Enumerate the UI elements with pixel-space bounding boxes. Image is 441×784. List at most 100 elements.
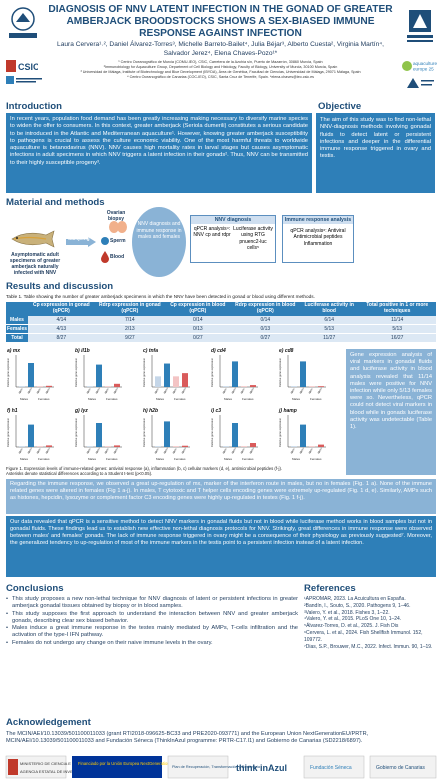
x-tick-label: NNV- — [239, 447, 246, 454]
table-cell: 0/13 — [165, 324, 231, 335]
x-tick-label: NNV- — [103, 387, 110, 394]
table-cell: 4/14 — [28, 315, 95, 325]
group-label: Males — [88, 457, 97, 461]
nnv-diagnosis-circle: NNV diagnosis and immune response in mal… — [132, 207, 186, 277]
references-heading: References — [304, 583, 356, 594]
funder-label: Financiado por la Unión Europea NextGene… — [78, 761, 176, 766]
funder-label: AGENCIA ESTATAL DE INVESTIGACIÓN — [20, 769, 95, 774]
list-item: Females do not undergo any change on the… — [6, 640, 298, 647]
poster-title: DIAGNOSIS OF NNV LATENT INFECTION IN THE… — [48, 4, 393, 39]
group-label: Males — [88, 397, 97, 401]
list-item: Males induce a great immune response in … — [6, 625, 298, 639]
svg-text:aquaculture: aquaculture — [413, 61, 437, 66]
x-tick-label: NNV+ — [230, 446, 237, 454]
chart-bar — [318, 386, 324, 387]
x-tick-label: NNV+ — [248, 386, 255, 394]
y-axis-label: Relative gene expression — [210, 417, 214, 447]
chart-bar — [114, 383, 120, 387]
chart-bar — [182, 373, 188, 387]
nnv-diagnosis-heading: NNV diagnosis — [191, 216, 275, 225]
x-tick-label: NNV+ — [248, 446, 255, 454]
funders-logos: MINISTERIO DE CIENCIA E INNOVACIÓN AGENC… — [5, 755, 437, 779]
results-heading: Results and discussion — [6, 281, 114, 292]
y-axis-label: Relative gene expression — [142, 357, 146, 387]
group-label: Males — [156, 457, 165, 461]
table-cell: 0/14 — [165, 315, 231, 325]
x-tick-label: NNV+ — [230, 386, 237, 394]
nnv-detection-table: Cp expression in gonad (qPCR) Rdrp expre… — [6, 302, 436, 344]
group-label: Males — [224, 457, 233, 461]
table-cell: 0/27 — [165, 333, 231, 344]
sampling-arrow-icon — [66, 237, 96, 247]
list-item: This study supposes the first approach t… — [6, 611, 298, 625]
sperm-icon — [101, 237, 109, 245]
x-tick-label: NNV+ — [44, 386, 51, 394]
x-tick-label: NNV+ — [26, 386, 33, 394]
group-label: Males — [292, 457, 301, 461]
reference-item: ³Valero, Y. et al., 2018. Fishes 3, 1–22… — [304, 609, 390, 616]
chart-bar — [232, 423, 238, 447]
immune-response-box: Immune response analysis qPCR analysis⁶:… — [282, 215, 354, 263]
introduction-text: In recent years, population food demand … — [6, 113, 312, 193]
immune-qpcr-text: qPCR analysis⁶: Antiviral Antimicrobial … — [290, 228, 346, 247]
table-cell: 9/27 — [94, 333, 166, 344]
amberjack-fish-icon — [11, 230, 55, 248]
chart-bar — [19, 386, 25, 387]
panel-label: c) tnfa — [143, 348, 158, 354]
chart-bar — [46, 385, 52, 387]
objective-text: The aim of this study was to find non-le… — [316, 113, 435, 193]
x-tick-label: NNV+ — [180, 386, 187, 394]
reference-item: ¹APROMAR, 2023. La Acuicultura en España… — [304, 596, 406, 602]
table-header-cell — [6, 302, 29, 316]
chart-bar — [300, 424, 306, 447]
chart-bar — [241, 386, 247, 387]
chart-bar — [164, 421, 170, 447]
ieo-logo — [6, 76, 42, 84]
table-cell: 6/14 — [299, 315, 359, 325]
chart-bar — [223, 386, 229, 387]
cabildo-tenerife-logo — [407, 78, 434, 88]
gene-expression-text: Gene expression analysis of viral marker… — [346, 349, 436, 475]
immune-response-heading: Immune response analysis — [283, 216, 353, 225]
x-tick-label: NNV- — [17, 447, 24, 454]
sperm-label: Sperm — [110, 238, 126, 244]
group-label: Females — [38, 457, 50, 461]
chart-bar — [223, 446, 229, 447]
figure-1-charts: Relative gene expression NNV- NNV+ NNV- NNV+… — [6, 347, 326, 464]
sampling-label: Sampling — [68, 237, 90, 242]
x-tick-label: NNV- — [35, 387, 42, 394]
x-tick-label: NNV+ — [94, 446, 101, 454]
blood-drop-icon — [101, 251, 109, 263]
x-tick-label: NNV+ — [316, 446, 323, 454]
reference-item: ⁶Cervera, L. et al., 2024. Fish Shellfis… — [304, 629, 423, 643]
x-tick-label: NNV+ — [162, 446, 169, 454]
x-tick-label: NNV+ — [44, 446, 51, 454]
fish-caption: Asymptomatic adult specimens of greater … — [9, 252, 61, 276]
table-row: Males 4/14 7/14 0/14 0/14 6/14 11/14 — [6, 315, 436, 325]
panel-label: a) mx — [7, 348, 20, 354]
chart-bar — [291, 446, 297, 447]
chart-bar — [87, 386, 93, 387]
panel-label: i) c3 — [211, 408, 221, 414]
conclusions-list: This study proposes a new non-lethal tec… — [6, 596, 298, 648]
acknowledgement-text: The MCIN/AEI/10.13039/501100011033 (gran… — [6, 731, 369, 744]
x-tick-label: NNV+ — [162, 386, 169, 394]
table-header-cell: Cp expression in blood (qPCR) — [165, 302, 231, 316]
affiliations: ¹ Centro Oceanográfico de Murcia (COMU-I… — [80, 60, 361, 80]
x-tick-label: NNV+ — [94, 386, 101, 394]
panel-label: f) h1 — [7, 408, 18, 414]
chart-bar — [291, 386, 297, 387]
x-tick-label: NNV- — [153, 447, 160, 454]
y-axis-label: Relative gene expression — [74, 357, 78, 387]
y-axis-label: Relative gene expression — [74, 417, 78, 447]
table-row: Females 4/13 2/13 0/13 0/13 5/13 5/13 — [6, 324, 436, 335]
table-cell: 0/14 — [230, 315, 300, 325]
ovarian-biopsy-label: Ovarian biopsy — [106, 210, 126, 222]
chart-bar — [182, 445, 188, 447]
x-tick-label: NNV- — [221, 447, 228, 454]
